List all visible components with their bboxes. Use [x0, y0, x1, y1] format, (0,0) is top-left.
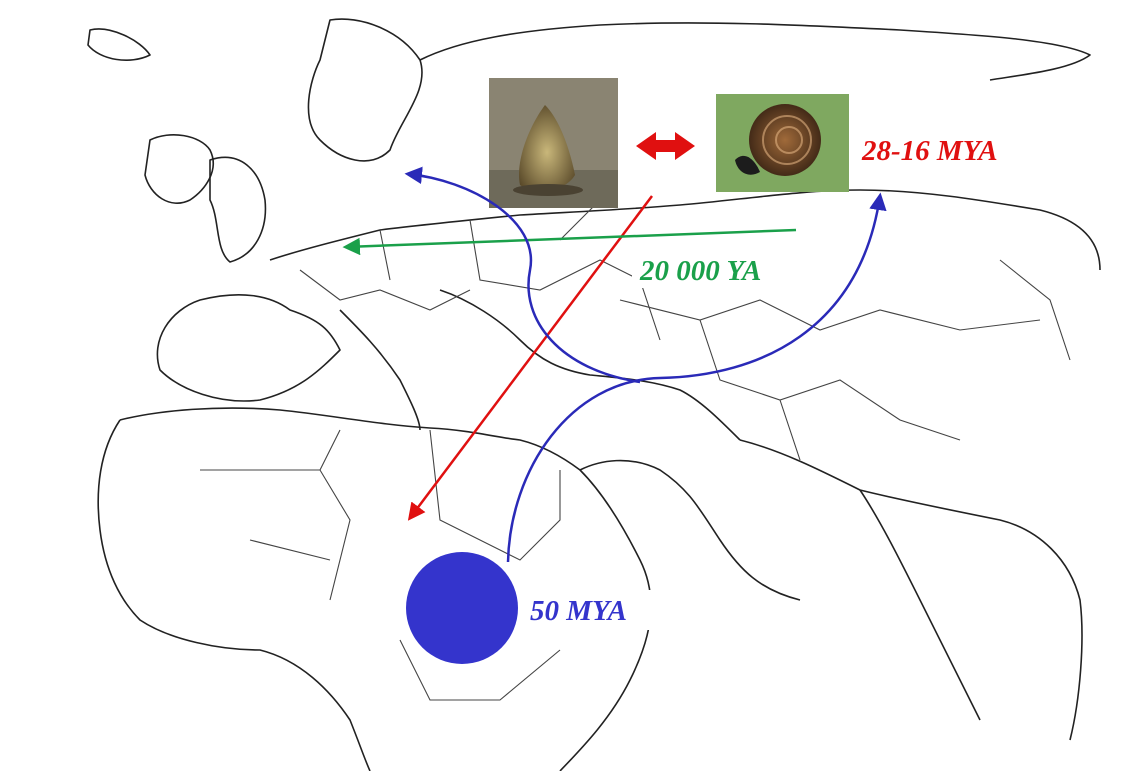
blue-arrow: [404, 166, 641, 384]
red-arrow: [407, 195, 653, 521]
date-label: 20 000 YA: [639, 255, 761, 287]
date-label: 28-16 MYA: [861, 135, 998, 167]
origin-circle: [406, 552, 518, 664]
green-arrow: [342, 228, 797, 256]
label-bg: [855, 128, 1035, 168]
label-bg: [524, 590, 674, 630]
blue-arrow: [506, 192, 887, 563]
snail-photo: [489, 78, 618, 208]
snail-photo: [716, 94, 849, 192]
map-outlines: [87, 18, 1101, 771]
date-label: 50 MYA: [530, 595, 627, 627]
double-arrow: [636, 132, 695, 160]
label-bg: [632, 248, 792, 288]
